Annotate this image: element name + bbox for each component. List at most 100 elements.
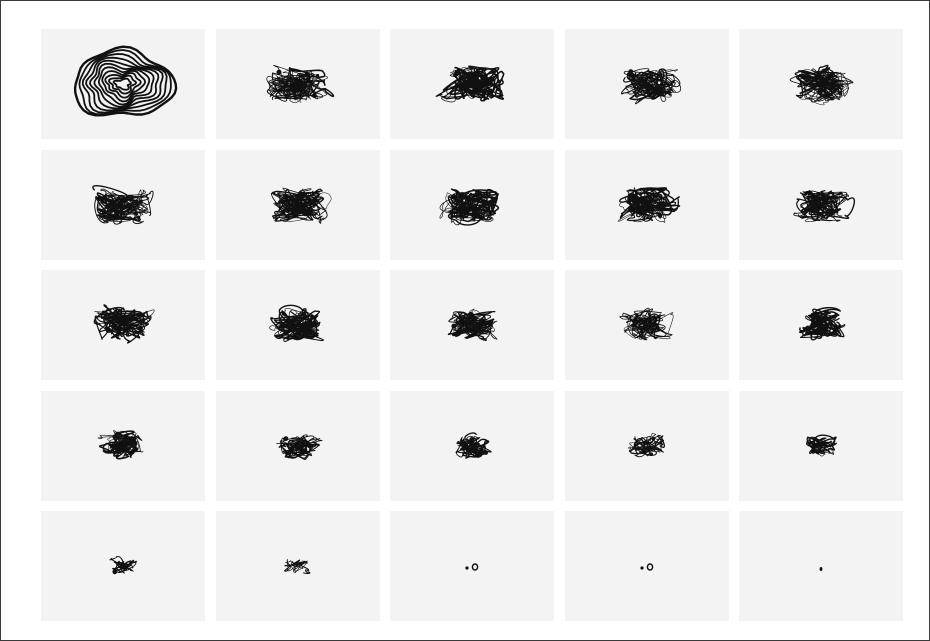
ink-blot bbox=[825, 333, 830, 337]
artwork-tile-8 bbox=[390, 149, 554, 260]
ink-blot bbox=[303, 438, 306, 441]
ink-blot bbox=[134, 199, 139, 203]
ink-blot bbox=[133, 210, 138, 215]
ink-blot bbox=[105, 327, 111, 333]
ink-blot bbox=[312, 93, 317, 99]
ink-stroke bbox=[809, 440, 837, 454]
ink-stroke bbox=[292, 560, 308, 574]
ink-blot bbox=[315, 73, 319, 78]
ink-stroke bbox=[114, 432, 143, 453]
ink-stroke bbox=[279, 439, 309, 458]
ink-blot bbox=[627, 69, 633, 74]
artwork-tile-16 bbox=[41, 390, 205, 501]
artwork-tile-7 bbox=[215, 149, 380, 260]
ink-blot bbox=[642, 320, 647, 324]
ink-drawing-14 bbox=[619, 307, 674, 341]
ink-drawing-7 bbox=[270, 187, 331, 224]
ink-stroke bbox=[450, 187, 498, 214]
ink-blot bbox=[826, 79, 829, 83]
ink-stroke bbox=[273, 309, 317, 339]
ink-blot bbox=[302, 210, 308, 216]
ink-stroke bbox=[458, 314, 493, 334]
ink-blot bbox=[491, 195, 494, 198]
ink-blot bbox=[298, 561, 302, 565]
ink-blot bbox=[465, 84, 469, 89]
artwork-tile-11 bbox=[41, 270, 205, 380]
ink-stroke bbox=[268, 77, 309, 98]
artwork-tile-21 bbox=[41, 511, 205, 621]
artwork-tile-6 bbox=[41, 149, 205, 260]
ink-stroke bbox=[268, 308, 316, 331]
ink-blot bbox=[641, 448, 646, 454]
ink-blot bbox=[626, 72, 630, 76]
ink-blot bbox=[114, 209, 118, 213]
contour-line bbox=[101, 70, 146, 103]
ink-stroke bbox=[803, 72, 854, 103]
ink-blot bbox=[118, 436, 121, 440]
artwork-grid bbox=[41, 29, 903, 621]
ink-blot bbox=[276, 69, 281, 75]
ink-stroke bbox=[453, 312, 490, 335]
ink-blot bbox=[134, 324, 138, 327]
ink-blot bbox=[283, 313, 286, 316]
ink-blot bbox=[105, 313, 109, 317]
ink-blot bbox=[137, 325, 143, 331]
ink-blot bbox=[136, 215, 141, 219]
ink-blot bbox=[838, 91, 842, 95]
ink-blot bbox=[304, 448, 307, 451]
ink-blot bbox=[627, 197, 632, 202]
ink-drawing-21 bbox=[109, 556, 137, 575]
artwork-tile-18 bbox=[390, 390, 554, 501]
ink-blot bbox=[112, 569, 118, 575]
contour-line bbox=[89, 59, 160, 110]
ink-blot bbox=[283, 435, 288, 441]
ink-stroke bbox=[447, 195, 482, 221]
ink-blot bbox=[829, 83, 835, 89]
artwork-tile-3 bbox=[390, 29, 554, 139]
ink-blot bbox=[815, 313, 820, 318]
ink-blot bbox=[113, 324, 117, 328]
ink-stroke bbox=[279, 439, 312, 456]
ink-stroke bbox=[440, 67, 487, 98]
ink-drawing-10 bbox=[793, 189, 856, 222]
ink-blot bbox=[468, 320, 472, 324]
ink-blot bbox=[283, 320, 287, 323]
ink-stroke bbox=[94, 312, 128, 340]
ink-stroke bbox=[100, 189, 146, 217]
contour-line bbox=[73, 45, 178, 117]
ink-drawing-20 bbox=[806, 434, 837, 457]
ink-drawing-6 bbox=[92, 184, 154, 225]
ink-blot bbox=[138, 199, 143, 204]
artwork-tile-17 bbox=[215, 390, 380, 501]
ink-blot bbox=[473, 72, 478, 76]
ink-drawing-22 bbox=[283, 559, 310, 575]
ink-blot bbox=[839, 191, 843, 195]
ink-drawing-24 bbox=[639, 563, 653, 571]
artwork-tile-4 bbox=[564, 29, 729, 139]
ink-blot bbox=[450, 214, 454, 218]
ink-stroke bbox=[798, 194, 838, 218]
ink-drawing-4 bbox=[620, 68, 681, 105]
ink-blot bbox=[639, 192, 642, 195]
artwork-tile-10 bbox=[739, 149, 903, 260]
ink-drawing-16 bbox=[97, 429, 144, 459]
ink-blot bbox=[463, 208, 467, 211]
ink-drawing-13 bbox=[447, 308, 498, 342]
ink-stroke bbox=[277, 188, 324, 218]
ink-stroke bbox=[637, 322, 673, 338]
ink-drawing-17 bbox=[275, 433, 322, 460]
ink-blot bbox=[810, 448, 816, 454]
ink-blot bbox=[461, 74, 465, 78]
ink-dot bbox=[639, 566, 644, 570]
contour-line bbox=[93, 62, 155, 108]
ink-blot bbox=[312, 213, 315, 216]
ink-stroke bbox=[633, 436, 655, 456]
artwork-tile-13 bbox=[390, 270, 554, 380]
ink-stroke bbox=[277, 310, 320, 337]
ink-blot bbox=[627, 192, 631, 196]
ink-stroke bbox=[452, 69, 496, 99]
ink-blot bbox=[638, 317, 643, 322]
ink-blot bbox=[648, 451, 653, 456]
ink-blot bbox=[471, 315, 477, 321]
